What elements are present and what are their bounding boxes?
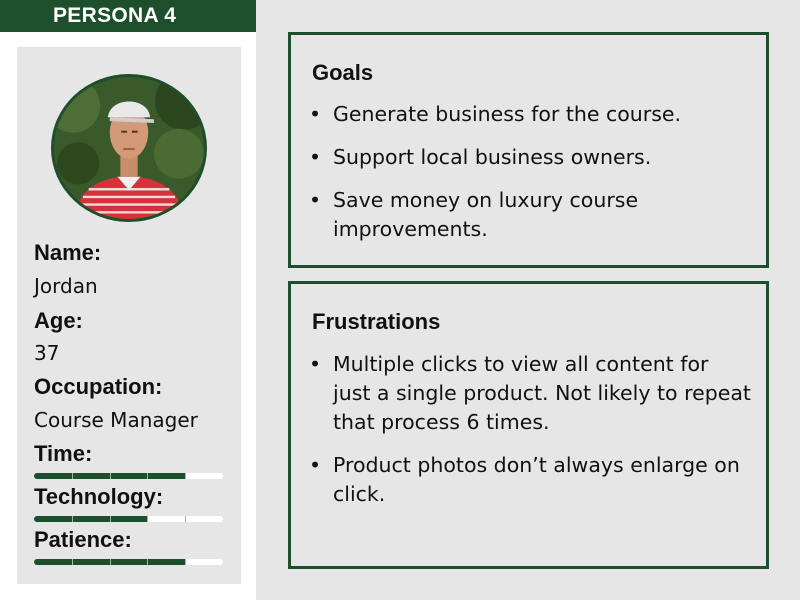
age-value: 37 [34,341,60,365]
meter-segment-divider [185,473,187,479]
occupation-value: Course Manager [34,408,198,432]
meter-segment-divider [71,559,73,565]
goals-box: Goals Generate business for the course. … [288,32,769,268]
frustrations-item: Multiple clicks to view all content for … [307,350,752,437]
technology-label: Technology: [34,484,164,509]
goals-item: Support local business owners. [307,143,752,172]
meter-segment-divider [71,516,73,522]
meter-segment-divider [147,516,149,522]
technology-meter [34,516,223,522]
meter-segment-divider [185,516,187,522]
patience-meter [34,559,223,565]
patience-label: Patience: [34,527,132,552]
frustrations-title: Frustrations [312,309,441,334]
occupation-label: Occupation: [34,374,163,399]
meter-segment-divider [71,473,73,479]
frustrations-item: Product photos don’t always enlarge on c… [307,451,752,509]
goals-list: Generate business for the course. Suppor… [307,100,752,258]
goals-item: Save money on luxury course improvements… [307,186,752,244]
avatar [51,74,207,222]
persona-badge: PERSONA 4 [0,0,256,32]
left-panel: PERSONA 4 Name: Jordan [0,0,256,600]
frustrations-list: Multiple clicks to view all content for … [307,350,752,523]
meter-segment-divider [109,516,111,522]
time-meter [34,473,223,479]
time-label: Time: [34,441,93,466]
avatar-photo [54,77,204,219]
goals-title: Goals [312,60,374,85]
goals-item: Generate business for the course. [307,100,752,129]
meter-segment-divider [109,559,111,565]
name-label: Name: [34,240,102,265]
profile-card: Name: Jordan Age: 37 Occupation: Course … [17,47,241,584]
meter-segment-divider [147,473,149,479]
technology-meter-fill [34,516,148,522]
age-label: Age: [34,308,83,333]
name-value: Jordan [34,274,98,298]
frustrations-box: Frustrations Multiple clicks to view all… [288,281,769,569]
meter-segment-divider [185,559,187,565]
meter-segment-divider [109,473,111,479]
meter-segment-divider [147,559,149,565]
